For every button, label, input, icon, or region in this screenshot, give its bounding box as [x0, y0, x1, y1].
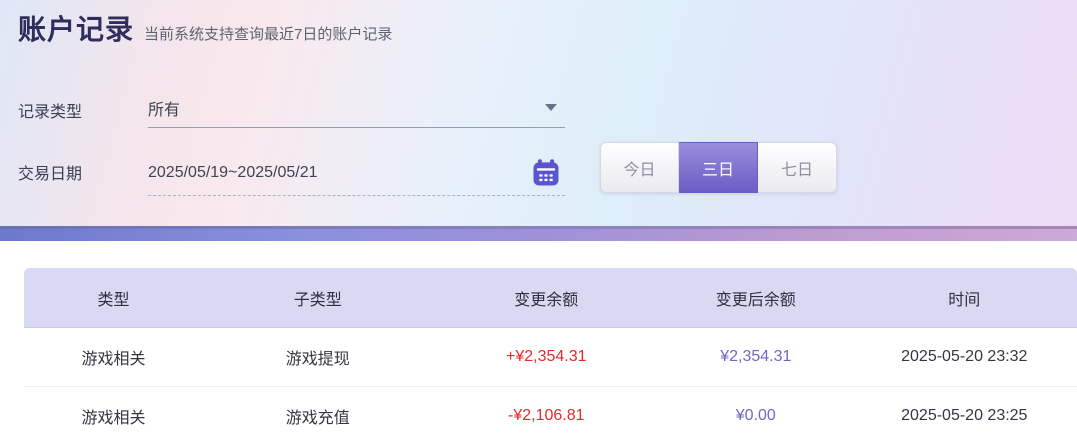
cell-type: 游戏相关 — [81, 409, 146, 427]
page-subtitle: 当前系统支持查询最近7日的账户记录 — [144, 26, 393, 43]
date-range-picker[interactable]: 2025/05/19~2025/05/21 — [148, 150, 565, 196]
cell-time: 2025-05-20 23:32 — [901, 348, 1028, 365]
cell-after-amount: ¥2,354.31 — [720, 348, 792, 365]
range-button-seven-days[interactable]: 七日 — [758, 142, 837, 193]
column-header-time: 时间 — [948, 291, 981, 309]
cell-after-amount: ¥0.00 — [735, 406, 776, 424]
filter-panel: 账户记录 当前系统支持查询最近7日的账户记录 记录类型 所有 交易日期 2025… — [0, 0, 1077, 226]
table-row: 游戏相关 游戏充值 -¥2,106.81 ¥0.00 2025-05-20 23… — [24, 386, 1077, 444]
cell-time: 2025-05-20 23:25 — [901, 406, 1028, 424]
cell-change-amount: -¥2,106.81 — [508, 406, 585, 424]
column-header-after: 变更后余额 — [715, 291, 796, 309]
chevron-down-icon — [545, 104, 557, 111]
page-title: 账户记录 — [18, 14, 135, 45]
range-button-three-days[interactable]: 三日 — [679, 142, 758, 193]
cell-type: 游戏相关 — [81, 351, 146, 368]
cell-subtype: 游戏提现 — [285, 351, 350, 368]
record-type-value: 所有 — [148, 101, 181, 119]
records-table: 类型 子类型 变更余额 变更后余额 时间 游戏相关 游戏提现 +¥2,354.3… — [24, 268, 1077, 444]
quick-range-group: 今日 三日 七日 — [600, 142, 837, 193]
record-type-label: 记录类型 — [18, 104, 83, 121]
record-type-select[interactable]: 所有 — [148, 88, 565, 128]
calendar-icon[interactable] — [531, 158, 561, 188]
column-header-type: 类型 — [97, 291, 130, 309]
column-header-change: 变更余额 — [514, 291, 579, 309]
range-button-today[interactable]: 今日 — [600, 142, 679, 193]
cell-subtype: 游戏充值 — [285, 409, 350, 427]
date-range-value: 2025/05/19~2025/05/21 — [148, 163, 318, 181]
table-header-row: 类型 子类型 变更余额 变更后余额 时间 — [24, 268, 1077, 328]
page-header: 账户记录 当前系统支持查询最近7日的账户记录 — [18, 8, 392, 48]
cell-change-amount: +¥2,354.31 — [506, 348, 587, 365]
column-header-subtype: 子类型 — [293, 291, 342, 309]
table-row: 游戏相关 游戏提现 +¥2,354.31 ¥2,354.31 2025-05-2… — [24, 328, 1077, 386]
gradient-divider-bar — [0, 226, 1077, 241]
date-range-label: 交易日期 — [18, 166, 83, 183]
